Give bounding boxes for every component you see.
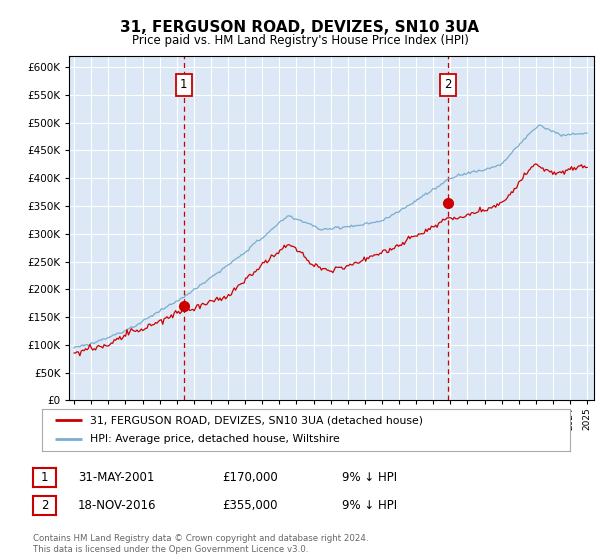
Text: 31, FERGUSON ROAD, DEVIZES, SN10 3UA (detached house): 31, FERGUSON ROAD, DEVIZES, SN10 3UA (de…	[89, 415, 422, 425]
Text: 18-NOV-2016: 18-NOV-2016	[78, 498, 157, 512]
Text: £355,000: £355,000	[222, 498, 277, 512]
Text: 1: 1	[41, 470, 48, 484]
Text: 9% ↓ HPI: 9% ↓ HPI	[342, 470, 397, 484]
Text: This data is licensed under the Open Government Licence v3.0.: This data is licensed under the Open Gov…	[33, 545, 308, 554]
Text: 1: 1	[180, 78, 188, 91]
Text: 31, FERGUSON ROAD, DEVIZES, SN10 3UA: 31, FERGUSON ROAD, DEVIZES, SN10 3UA	[121, 20, 479, 35]
Text: Contains HM Land Registry data © Crown copyright and database right 2024.: Contains HM Land Registry data © Crown c…	[33, 534, 368, 543]
Text: 2: 2	[41, 498, 48, 512]
Text: 31-MAY-2001: 31-MAY-2001	[78, 470, 154, 484]
Text: HPI: Average price, detached house, Wiltshire: HPI: Average price, detached house, Wilt…	[89, 435, 339, 445]
Text: £170,000: £170,000	[222, 470, 278, 484]
Text: 2: 2	[445, 78, 452, 91]
Text: Price paid vs. HM Land Registry's House Price Index (HPI): Price paid vs. HM Land Registry's House …	[131, 34, 469, 46]
Text: 9% ↓ HPI: 9% ↓ HPI	[342, 498, 397, 512]
